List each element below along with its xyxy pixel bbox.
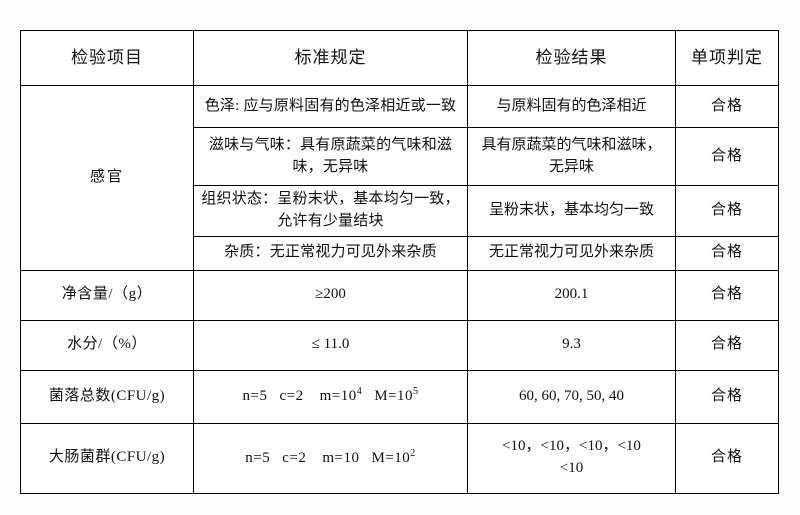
- header-result: 检验结果: [467, 30, 676, 86]
- standard-moisture: ≤ 11.0: [193, 319, 468, 371]
- status-badge: 合格: [675, 127, 779, 186]
- table-header-row: 检验项目 标准规定 检验结果 单项判定: [20, 30, 779, 86]
- sensory-standard-texture: 组织状态：呈粉末状，基本均匀一致，允许有少量结块: [193, 185, 468, 237]
- header-verdict: 单项判定: [675, 30, 779, 86]
- result-coliform-line2: <10: [559, 460, 584, 476]
- coliform-M-value: M=10: [371, 449, 411, 466]
- status-badge: 合格: [675, 369, 779, 424]
- status-badge: 合格: [675, 269, 779, 321]
- header-item: 检验项目: [20, 30, 194, 86]
- status-badge: 合格: [675, 422, 779, 494]
- colony-m-exponent: 4: [356, 386, 363, 398]
- table-row: 杂质：无正常视力可见外来杂质 无正常视力可见外来杂质 合格: [21, 235, 779, 271]
- sensory-result-taste: 具有原蔬菜的气味和滋味， 无异味: [467, 127, 676, 186]
- table-row: 菌落总数(CFU/g) n=5 c=2 m=104 M=105 60, 60, 70,…: [20, 369, 779, 424]
- coliform-c-value: c=2: [282, 449, 307, 466]
- colony-c-value: c=2: [279, 388, 304, 405]
- standard-net-content: ≥200: [193, 269, 468, 321]
- sensory-result-texture: 呈粉末状，基本均匀一致: [467, 185, 676, 237]
- result-net-content: 200.1: [467, 269, 676, 321]
- sensory-standard-color: 色泽: 应与原料固有的色泽相近或一致: [193, 85, 468, 128]
- coliform-M-exponent: 2: [410, 447, 416, 459]
- result-moisture: 9.3: [467, 319, 676, 371]
- standard-colony-count: n=5 c=2 m=104 M=105: [193, 369, 468, 424]
- table-row: 组织状态：呈粉末状，基本均匀一致，允许有少量结块 呈粉末状，基本均匀一致 合格: [21, 185, 779, 237]
- inspection-report-table: 检验项目 标准规定 检验结果 单项判定 感官 色泽: 应与原料固有的色泽相近或一…: [20, 30, 779, 494]
- sensory-result-impurity: 无正常视力可见外来杂质: [467, 235, 676, 271]
- row-label-colony-count: 菌落总数(CFU/g): [20, 369, 194, 424]
- sensory-result-color: 与原料固有的色泽相近: [467, 85, 676, 128]
- header-standard: 标准规定: [193, 30, 468, 86]
- row-label-coliform: 大肠菌群(CFU/g): [20, 422, 194, 494]
- table-row: 净含量/（g） ≥200 200.1 合格: [20, 269, 779, 321]
- sensory-result-taste-line1: 具有原蔬菜的气味和滋味，: [481, 136, 662, 153]
- colony-M-exponent: 5: [413, 386, 419, 398]
- sensory-result-taste-line2: 无异味: [548, 158, 594, 175]
- status-badge: 合格: [675, 235, 779, 271]
- status-badge: 合格: [675, 319, 779, 371]
- result-colony-count: 60, 60, 70, 50, 40: [467, 369, 676, 424]
- row-label-net-content: 净含量/（g）: [20, 269, 194, 321]
- coliform-m-value: m=10: [322, 449, 360, 466]
- status-badge: 合格: [675, 85, 779, 128]
- table-row: 感官 色泽: 应与原料固有的色泽相近或一致 与原料固有的色泽相近 合格: [20, 85, 779, 271]
- table-row: 滋味与气味：具有原蔬菜的气味和滋味，无异味 具有原蔬菜的气味和滋味， 无异味 合…: [21, 127, 779, 186]
- coliform-n-value: n=5: [245, 449, 271, 466]
- colony-n-value: n=5: [242, 388, 268, 405]
- status-badge: 合格: [675, 185, 779, 237]
- colony-m-value: m=10: [319, 388, 357, 405]
- colony-M-value: M=10: [374, 388, 414, 405]
- sensory-group-label: 感官: [20, 85, 194, 271]
- result-coliform-line1: <10，<10，<10，<10: [502, 438, 641, 455]
- standard-coliform: n=5 c=2 m=10 M=102: [193, 422, 468, 494]
- table-row: 大肠菌群(CFU/g) n=5 c=2 m=10 M=102 <10，<10，<10，…: [20, 422, 779, 494]
- table-row: 水分/（%） ≤ 11.0 9.3 合格: [20, 319, 779, 371]
- sensory-standard-taste: 滋味与气味：具有原蔬菜的气味和滋味，无异味: [193, 127, 468, 186]
- result-coliform: <10，<10，<10，<10 <10: [467, 422, 676, 494]
- sensory-standard-impurity: 杂质：无正常视力可见外来杂质: [193, 235, 468, 271]
- row-label-moisture: 水分/（%）: [20, 319, 194, 371]
